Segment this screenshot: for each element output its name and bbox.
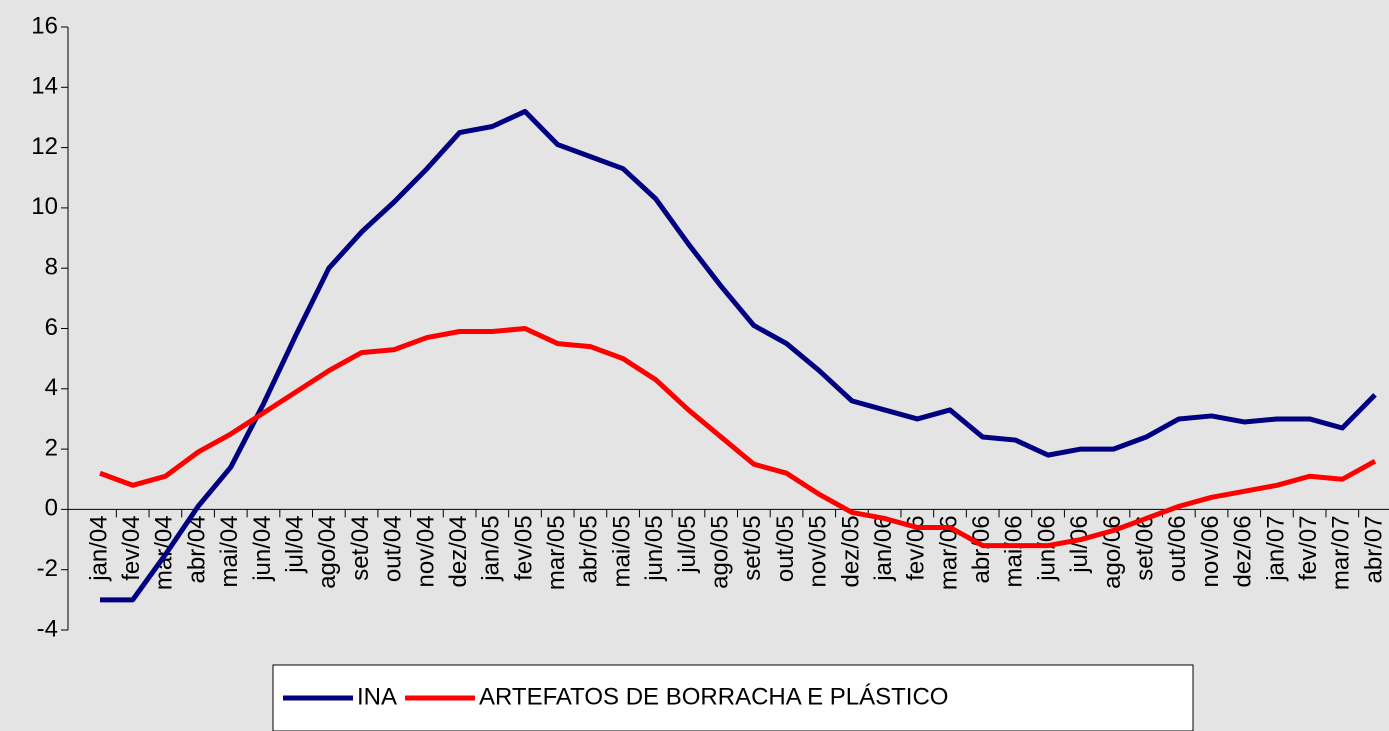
x-tick-label: mai/06 [1001,515,1028,587]
x-tick-label: dez/05 [837,515,864,587]
x-tick-label: fev/05 [510,515,537,580]
y-tick-label: -4 [37,615,58,642]
series-line [99,326,1377,549]
x-tick-label: mai/05 [608,515,635,587]
x-tick-label: fev/04 [118,515,145,580]
x-tick-label: jan/05 [478,515,505,581]
y-tick-label: 6 [45,314,58,341]
legend-label: ARTEFATOS DE BORRACHA E PLÁSTICO [479,683,948,710]
x-tick-label: nov/06 [1197,515,1224,587]
y-tick-label: 0 [45,495,58,522]
x-tick-label: fev/07 [1295,515,1322,580]
x-tick-label: nov/04 [412,515,439,587]
y-tick-label: 10 [31,193,58,220]
y-tick-label: 12 [31,133,58,160]
x-tick-label: out/06 [1164,515,1191,582]
x-tick-label: mar/05 [543,515,570,590]
x-tick-label: jun/05 [641,515,668,581]
x-tick-label: jan/07 [1262,515,1289,581]
y-tick-label: 14 [31,73,58,100]
x-tick-label: jan/06 [870,515,897,581]
x-tick-label: set/05 [739,515,766,580]
x-tick-label: set/04 [347,515,374,580]
x-tick-label: jul/04 [281,515,308,573]
x-tick-label: dez/04 [445,515,472,587]
x-tick-label: abr/07 [1360,515,1387,583]
y-tick-label: 4 [45,374,58,401]
x-tick-label: abr/06 [968,515,995,583]
legend-label: INA [357,683,397,710]
x-tick-label: abr/05 [576,515,603,583]
y-tick-label: 16 [31,12,58,39]
x-tick-label: jul/06 [1066,515,1093,573]
x-tick-label: ago/04 [314,515,341,588]
x-tick-label: set/06 [1131,515,1158,580]
x-tick-label: jun/06 [1033,515,1060,581]
x-tick-label: out/05 [772,515,799,582]
x-tick-label: ago/05 [706,515,733,588]
x-tick-label: jun/04 [249,515,276,581]
y-tick-label: 2 [45,434,58,461]
x-tick-label: dez/06 [1230,515,1257,587]
series-line [100,108,1377,603]
legend: INA ARTEFATOS DE BORRACHA E PLÁSTICO [272,664,1194,731]
y-tick-label: -2 [37,555,58,582]
x-tick-label: nov/05 [805,515,832,587]
x-tick-label: jul/05 [674,515,701,573]
x-tick-label: abr/04 [183,515,210,583]
y-tick-label: 8 [45,254,58,281]
x-tick-label: mai/04 [216,515,243,587]
x-tick-label: mar/07 [1328,515,1355,590]
x-tick-label: jan/04 [85,515,112,581]
x-tick-label: out/04 [380,515,407,582]
